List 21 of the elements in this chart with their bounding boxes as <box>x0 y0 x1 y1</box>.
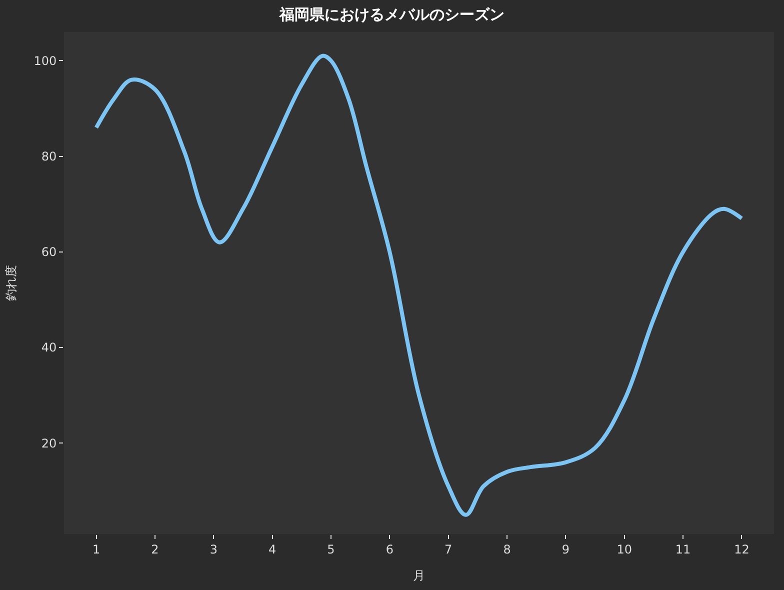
y-axis-title: 釣れ度 <box>4 265 18 301</box>
line-series <box>94 54 744 517</box>
x-tick-label: 1 <box>92 542 100 556</box>
x-tick-label: 11 <box>675 542 691 556</box>
x-tick-label: 5 <box>327 542 335 556</box>
y-tick-label: 40 <box>41 340 57 355</box>
x-tick-label: 6 <box>386 542 394 556</box>
y-tick-label: 100 <box>34 54 57 68</box>
x-tick-label: 4 <box>268 542 276 556</box>
x-tick-label: 8 <box>503 542 511 556</box>
x-tick-label: 9 <box>562 542 570 556</box>
x-tick-label: 10 <box>616 542 632 556</box>
y-tick-label: 20 <box>41 436 57 450</box>
x-axis-title: 月 <box>413 568 425 582</box>
x-tick-label: 2 <box>151 542 159 556</box>
y-tick-label: 60 <box>41 245 57 260</box>
y-tick-label: 80 <box>41 150 57 164</box>
chart-title: 福岡県におけるメバルのシーズン <box>278 5 504 24</box>
x-tick-label: 12 <box>734 542 750 556</box>
x-tick-label: 3 <box>210 542 218 556</box>
x-tick-label: 7 <box>444 542 452 556</box>
